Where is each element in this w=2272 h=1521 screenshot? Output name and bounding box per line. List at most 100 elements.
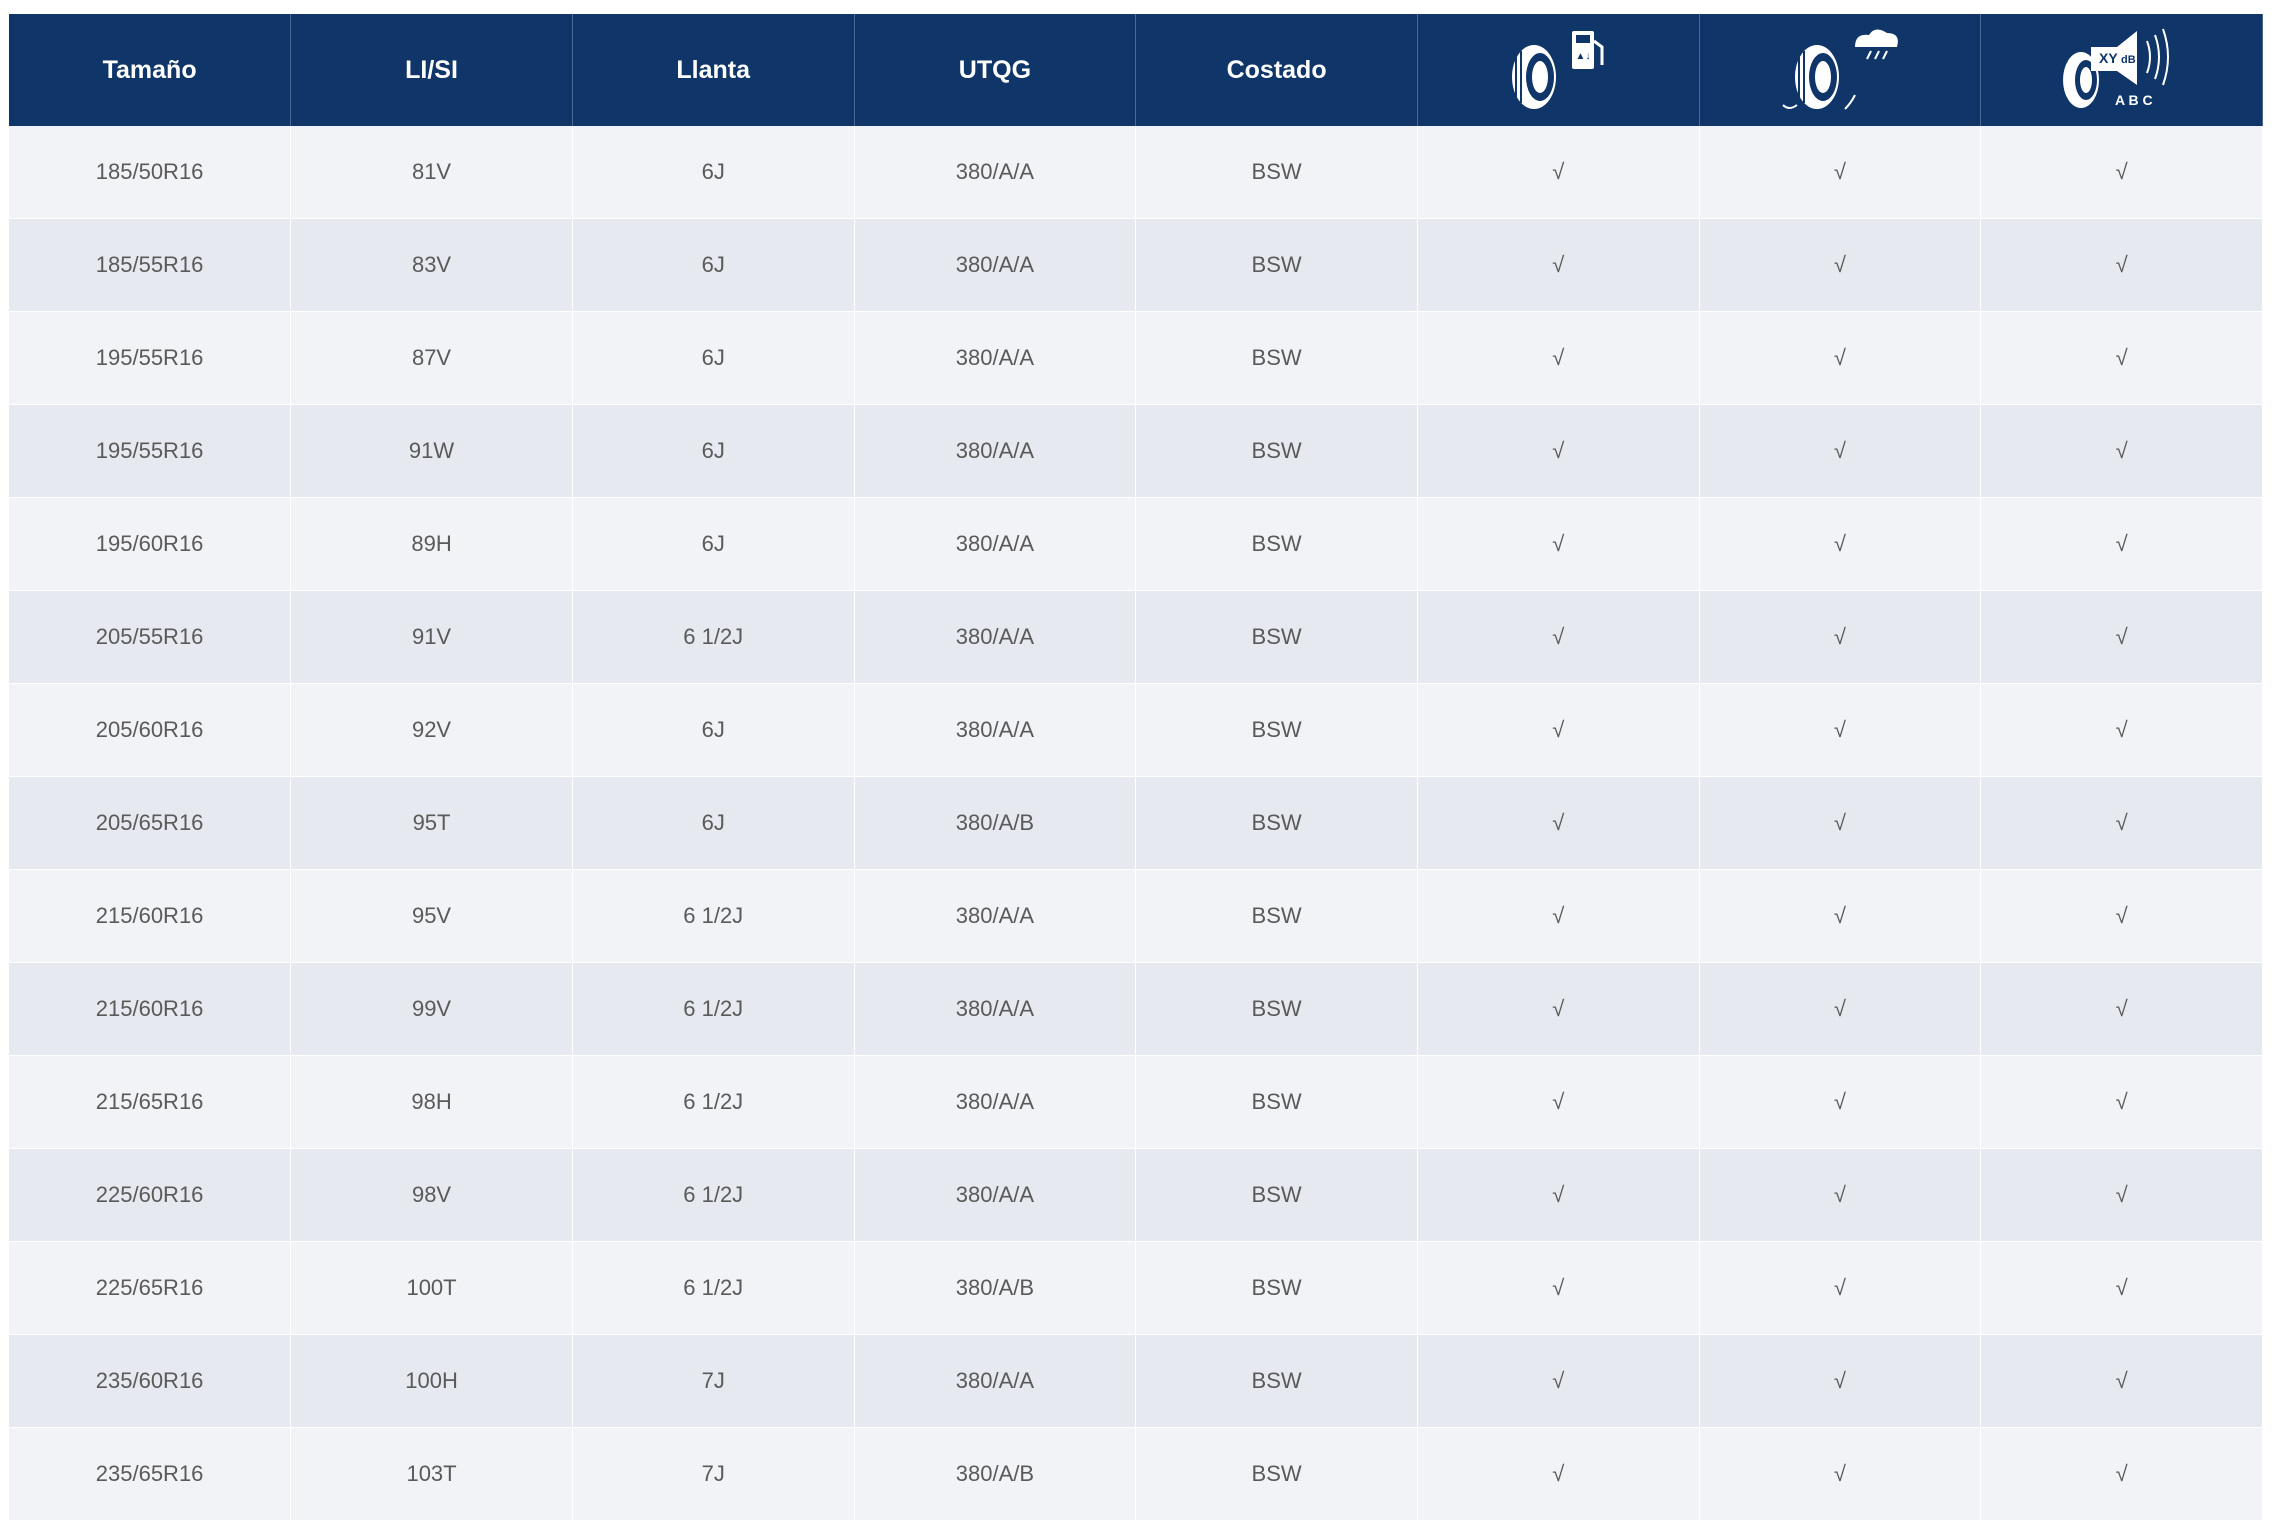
table-cell: 215/60R16 — [9, 869, 292, 963]
table-cell: BSW — [1135, 1427, 1418, 1521]
table-cell: 100T — [290, 1241, 573, 1335]
table-cell: 380/A/A — [854, 683, 1137, 777]
fuel-icon: ▲↓ — [1512, 31, 1604, 109]
table-cell: 6J — [572, 683, 855, 777]
table-row: 215/60R16 99V 6 1/2J 380/A/A BSW √ √ √ — [9, 962, 2263, 1056]
table-cell: 380/A/A — [854, 497, 1137, 591]
table-body: 185/50R16 81V 6J 380/A/A BSW √ √ √ 185/55R16 83V 6… — [9, 126, 2263, 1521]
table-cell: √ — [1980, 404, 2263, 498]
table-cell: BSW — [1135, 497, 1418, 591]
table-cell: 6J — [572, 311, 855, 405]
icon-text: XY — [2099, 50, 2118, 66]
table-cell: √ — [1980, 497, 2263, 591]
table-cell: 6 1/2J — [572, 1055, 855, 1149]
table-cell: 380/A/A — [854, 1334, 1137, 1428]
table-cell: 225/65R16 — [9, 1241, 292, 1335]
table-cell: 380/A/B — [854, 776, 1137, 870]
table-cell: √ — [1699, 776, 1982, 870]
table-cell: BSW — [1135, 126, 1418, 219]
table-cell: √ — [1417, 497, 1700, 591]
table-cell: √ — [1417, 1427, 1700, 1521]
table-cell: √ — [1417, 311, 1700, 405]
table-cell: 91W — [290, 404, 573, 498]
table-cell: 380/A/B — [854, 1427, 1137, 1521]
table-cell: 6 1/2J — [572, 962, 855, 1056]
table-row: 185/55R16 83V 6J 380/A/A BSW √ √ √ — [9, 218, 2263, 312]
table-cell: √ — [1980, 311, 2263, 405]
table-cell: BSW — [1135, 404, 1418, 498]
table-row: 195/55R16 91W 6J 380/A/A BSW √ √ √ — [9, 404, 2263, 498]
table-row: 225/65R16 100T 6 1/2J 380/A/B BSW √ √ √ — [9, 1241, 2263, 1335]
table-cell: 87V — [290, 311, 573, 405]
table-cell: 185/55R16 — [9, 218, 292, 312]
table-cell: 195/60R16 — [9, 497, 292, 591]
table-cell: 235/60R16 — [9, 1334, 292, 1428]
table-cell: √ — [1417, 1241, 1700, 1335]
icon-text: A B C — [2115, 92, 2153, 108]
table-cell: √ — [1699, 1241, 1982, 1335]
header-cell: Llanta — [572, 14, 855, 126]
table-cell: √ — [1980, 776, 2263, 870]
table-cell: 380/A/A — [854, 869, 1137, 963]
table-cell: BSW — [1135, 311, 1418, 405]
table-cell: BSW — [1135, 962, 1418, 1056]
table-row: 215/60R16 95V 6 1/2J 380/A/A BSW √ √ √ — [9, 869, 2263, 963]
table-row: 205/55R16 91V 6 1/2J 380/A/A BSW √ √ √ — [9, 590, 2263, 684]
table-cell: √ — [1980, 683, 2263, 777]
table-row: 215/65R16 98H 6 1/2J 380/A/A BSW √ √ √ — [9, 1055, 2263, 1149]
table-cell: 215/65R16 — [9, 1055, 292, 1149]
noise-icon: XY dB A B C — [2062, 28, 2169, 108]
table-cell: 225/60R16 — [9, 1148, 292, 1242]
table-cell: √ — [1980, 1334, 2263, 1428]
table-cell: √ — [1699, 497, 1982, 591]
wet-icon — [1782, 29, 1898, 110]
table-cell: √ — [1980, 962, 2263, 1056]
table-cell: √ — [1980, 1148, 2263, 1242]
table-cell: √ — [1699, 311, 1982, 405]
table-cell: √ — [1417, 1055, 1700, 1149]
table-cell: √ — [1417, 869, 1700, 963]
table-cell: √ — [1980, 869, 2263, 963]
table-cell: 380/A/A — [854, 962, 1137, 1056]
table-cell: √ — [1417, 126, 1700, 219]
table-cell: 380/A/A — [854, 590, 1137, 684]
tire-table: Tamaño LI/SI Llanta UTQG Costado ▲↓ XY d… — [9, 14, 2263, 1521]
table-row: 195/60R16 89H 6J 380/A/A BSW √ √ √ — [9, 497, 2263, 591]
table-cell: 215/60R16 — [9, 962, 292, 1056]
table-cell: 380/A/B — [854, 1241, 1137, 1335]
table-cell: 7J — [572, 1427, 855, 1521]
table-cell: √ — [1980, 1241, 2263, 1335]
table-cell: 83V — [290, 218, 573, 312]
table-cell: √ — [1417, 962, 1700, 1056]
table-cell: √ — [1417, 1334, 1700, 1428]
table-cell: BSW — [1135, 683, 1418, 777]
table-cell: 6 1/2J — [572, 1148, 855, 1242]
table-cell: 99V — [290, 962, 573, 1056]
table-row: 195/55R16 87V 6J 380/A/A BSW √ √ √ — [9, 311, 2263, 405]
table-cell: √ — [1980, 590, 2263, 684]
table-cell: √ — [1417, 218, 1700, 312]
table-cell: BSW — [1135, 590, 1418, 684]
table-cell: √ — [1699, 590, 1982, 684]
svg-text:▲↓: ▲↓ — [1576, 51, 1591, 62]
table-cell: 6J — [572, 126, 855, 219]
table-cell: 185/50R16 — [9, 126, 292, 219]
table-cell: 6J — [572, 218, 855, 312]
header-cell: XY dB A B C — [1980, 14, 2263, 126]
icon-text: dB — [2121, 54, 2136, 66]
table-cell: 7J — [572, 1334, 855, 1428]
header-row: Tamaño LI/SI Llanta UTQG Costado ▲↓ XY d… — [9, 14, 2263, 126]
table-cell: 6J — [572, 497, 855, 591]
table-cell: √ — [1417, 1148, 1700, 1242]
table-row: 205/60R16 92V 6J 380/A/A BSW √ √ √ — [9, 683, 2263, 777]
table-cell: 235/65R16 — [9, 1427, 292, 1521]
table-cell: 95T — [290, 776, 573, 870]
table-cell: 380/A/A — [854, 218, 1137, 312]
header-cell: ▲↓ — [1417, 14, 1700, 126]
table-cell: BSW — [1135, 776, 1418, 870]
table-cell: 6 1/2J — [572, 1241, 855, 1335]
table-cell: 380/A/A — [854, 126, 1137, 219]
table-cell: BSW — [1135, 869, 1418, 963]
table-row: 185/50R16 81V 6J 380/A/A BSW √ √ √ — [9, 126, 2263, 219]
table-cell: BSW — [1135, 218, 1418, 312]
